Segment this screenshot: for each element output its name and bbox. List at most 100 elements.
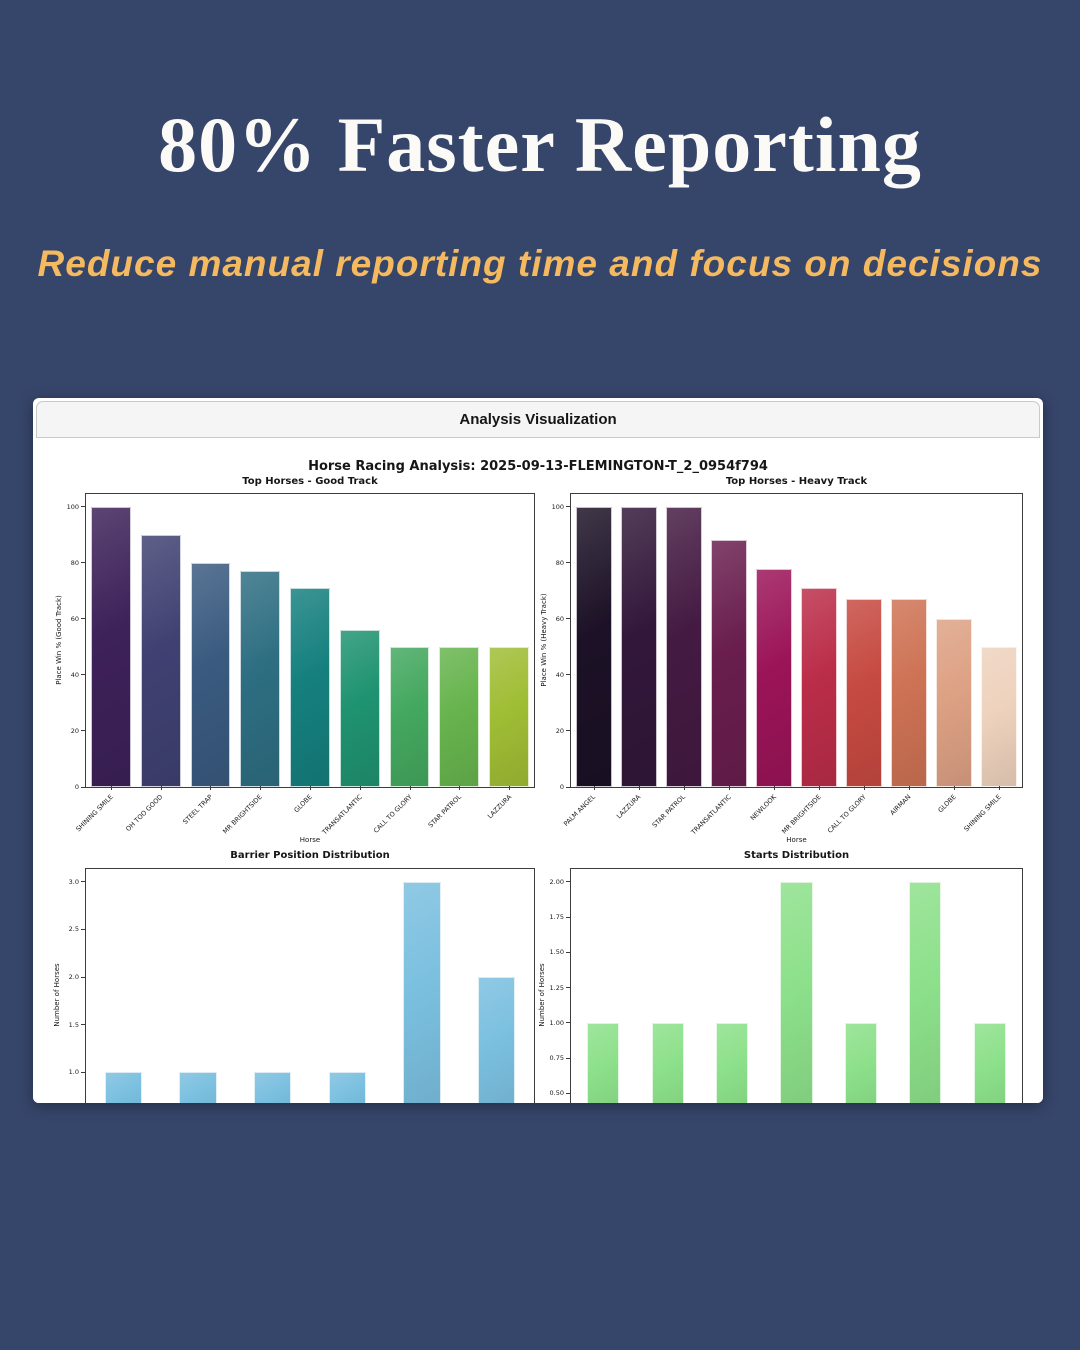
y-tick-mark [81, 1024, 85, 1026]
bar-starts-distribution-4 [844, 1022, 878, 1103]
chart-title-heavy-track: Top Horses - Heavy Track [725, 476, 868, 487]
y-tick-label: 40 [70, 670, 79, 679]
y-tick-mark [566, 987, 570, 989]
x-tick-label: LAZZURA [485, 793, 513, 821]
x-tick-mark [459, 786, 461, 790]
y-tick-mark [81, 1071, 85, 1073]
y-tick-mark [81, 506, 85, 508]
bar-shining-smile [981, 646, 1018, 787]
y-tick-label: 100 [66, 502, 79, 511]
bar-barrier-position-distribution-2 [254, 1072, 292, 1103]
bar-oh-too-good [140, 534, 181, 787]
x-tick-mark [773, 786, 775, 790]
y-tick-label: 60 [555, 614, 564, 623]
bar-globe [936, 618, 973, 787]
x-tick-mark [409, 786, 411, 790]
x-tick-label: MR BRIGHTSIDE [780, 793, 823, 836]
bar-barrier-position-distribution-1 [179, 1072, 217, 1103]
y-tick-label: 20 [70, 726, 79, 735]
y-tick-mark [566, 730, 570, 732]
x-axis-label-good-track: Horse [299, 836, 321, 844]
x-tick-mark [954, 786, 956, 790]
page-subtitle: Reduce manual reporting time and focus o… [37, 243, 1043, 284]
y-tick-label: 0 [74, 783, 79, 791]
page-title: 80% Faster Reporting [158, 101, 922, 188]
y-tick-label: 1.00 [549, 1018, 564, 1027]
bar-palm-angel [575, 506, 612, 787]
y-tick-label: 3.0 [68, 877, 79, 886]
bar-starts-distribution-1 [651, 1022, 684, 1103]
x-tick-label: GLOBE [292, 793, 314, 815]
y-tick-mark [81, 928, 85, 930]
bar-airman [891, 599, 928, 787]
chart-title-starts-distribution: Starts Distribution [743, 850, 850, 861]
plot-area-good-track: 0 20 40 60 80 100 SHINING SMILE OH TOO GOOD STEE… [67, 493, 535, 836]
plot-area-heavy-track: 0 20 40 60 80 100 PALM ANGEL LAZZURA STAR PATROL… [552, 493, 1023, 836]
y-tick-label: 0.75 [549, 1054, 564, 1063]
y-tick-mark [566, 1092, 570, 1094]
x-tick-mark [593, 786, 595, 790]
bar-call-to-glory [389, 646, 430, 787]
figure-title: Horse Racing Analysis: 2025-09-13-FLEMIN… [308, 459, 768, 474]
x-tick-label: AIRMAN [889, 793, 913, 817]
chart-title-barrier-distribution: Barrier Position Distribution [230, 850, 390, 861]
x-tick-mark [160, 786, 162, 790]
bar-star-patrol [665, 506, 702, 787]
y-tick-label: 1.75 [549, 913, 564, 922]
y-tick-label: 2.5 [68, 925, 79, 934]
y-tick-label: 1.25 [549, 983, 564, 992]
y-tick-mark [566, 618, 570, 620]
x-tick-label: TRANSATLANTIC [689, 793, 733, 837]
y-tick-label: 0.50 [549, 1089, 564, 1098]
x-tick-mark [999, 786, 1001, 790]
x-tick-label: NEWLOOK [748, 793, 778, 823]
plot-area-barrier-distribution: 1.0 1.5 2.0 2.5 3.0 [69, 868, 535, 1103]
x-tick-label: GLOBE [936, 793, 959, 815]
x-tick-mark [638, 786, 640, 790]
y-tick-mark [81, 881, 85, 883]
bar-starts-distribution-3 [780, 881, 813, 1103]
x-tick-mark [110, 786, 112, 790]
x-tick-label: CALL TO GLORY [826, 793, 868, 835]
bar-lazzura [489, 646, 529, 787]
analysis-window: Analysis Visualization Horse Racing Anal… [33, 398, 1043, 1103]
y-tick-mark [81, 730, 85, 732]
bar-mr-brightside [801, 588, 838, 787]
bar-transatlantic [339, 630, 380, 787]
y-tick-label: 80 [555, 558, 564, 567]
bar-starts-distribution-6 [973, 1022, 1006, 1103]
x-tick-label: SHINING SMILE [74, 793, 115, 834]
y-tick-label: 60 [70, 614, 79, 623]
x-tick-mark [509, 786, 511, 790]
y-tick-label: 100 [551, 502, 564, 511]
x-tick-mark [819, 786, 821, 790]
bar-transatlantic [710, 540, 747, 787]
y-tick-mark [566, 881, 570, 883]
bar-barrier-position-distribution-0 [104, 1072, 142, 1103]
bar-call-to-glory [846, 599, 883, 787]
window-titlebar[interactable]: Analysis Visualization [36, 401, 1040, 438]
y-axis-label-starts-distribution: Number of Horses [538, 963, 546, 1027]
y-tick-mark [566, 562, 570, 564]
x-tick-label: STAR PATROL [426, 793, 464, 830]
plot-area-starts-distribution: 0.50 0.75 1.00 1.25 1.50 1.75 2.00 [550, 868, 1023, 1103]
y-tick-mark [566, 786, 570, 788]
x-tick-label: SHINING SMILE [962, 793, 1004, 834]
bar-globe [290, 588, 330, 787]
y-tick-label: 0 [559, 783, 564, 791]
bar-newlook [755, 568, 792, 787]
x-tick-label: CALL TO GLORY [371, 793, 414, 835]
y-tick-mark [566, 916, 570, 918]
x-tick-mark [909, 786, 911, 790]
y-tick-label: 40 [555, 670, 564, 679]
figure-area: Horse Racing Analysis: 2025-09-13-FLEMIN… [33, 440, 1043, 1103]
y-tick-mark [81, 976, 85, 978]
bar-lazzura [620, 506, 657, 787]
y-tick-mark [81, 562, 85, 564]
window-title: Analysis Visualization [459, 411, 617, 428]
y-tick-label: 1.5 [68, 1020, 79, 1029]
x-tick-label: STEEL TRAP [181, 793, 215, 826]
x-axis-label-heavy-track: Horse [786, 836, 807, 844]
y-tick-mark [566, 674, 570, 676]
